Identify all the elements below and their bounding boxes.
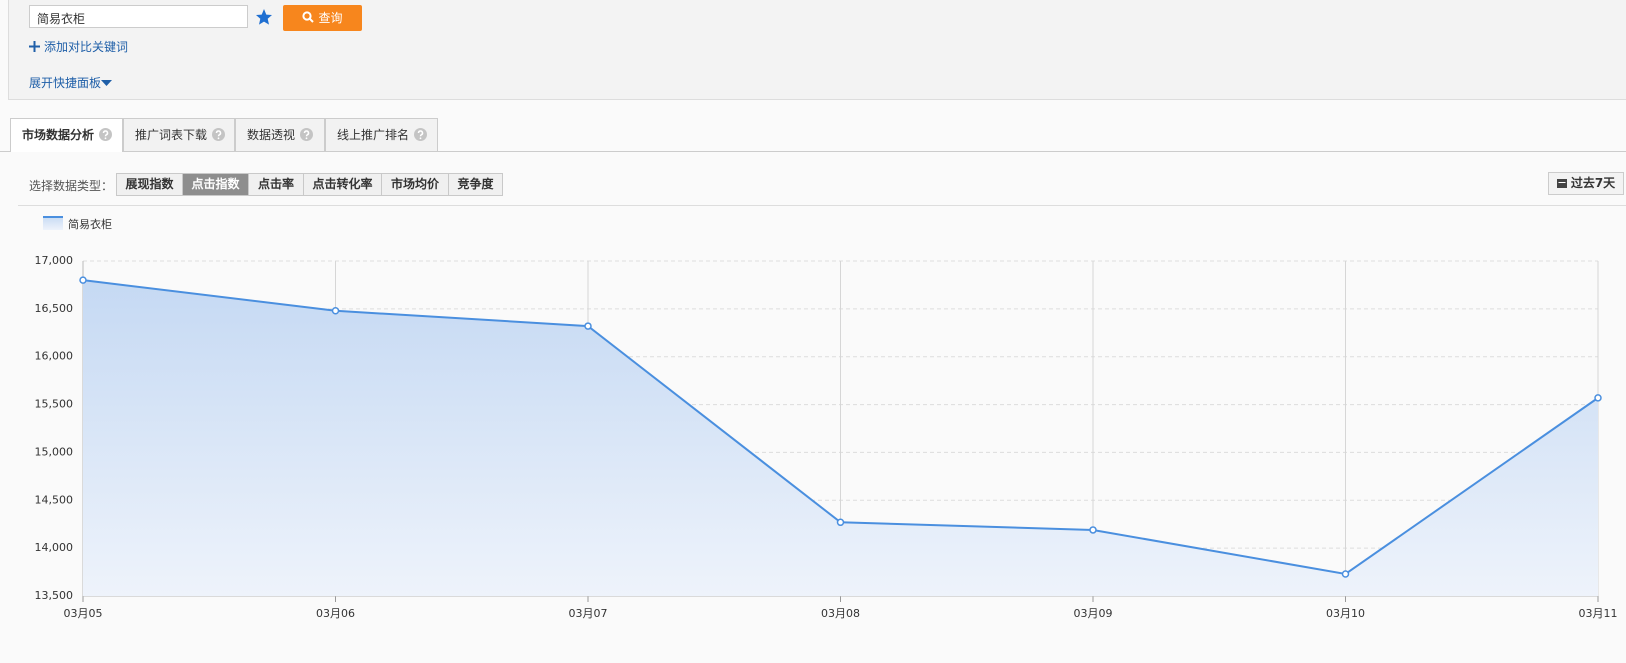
tab[interactable]: 市场数据分析 bbox=[10, 118, 123, 152]
data-type-option[interactable]: 点击率 bbox=[248, 173, 304, 196]
x-tick-label: 03月11 bbox=[1579, 607, 1618, 620]
tab-label: 市场数据分析 bbox=[22, 128, 95, 142]
point bbox=[1341, 570, 1350, 578]
y-tick-label: 15,500 bbox=[35, 398, 74, 411]
expand-panel[interactable]: 展开快捷面板 bbox=[29, 74, 113, 91]
help-icon bbox=[414, 128, 428, 141]
add-compare-label: 添加对比关键词 bbox=[44, 40, 129, 54]
help-icon bbox=[99, 128, 113, 141]
x-tick-label: 03月05 bbox=[64, 607, 103, 620]
y-tick-label: 17,000 bbox=[35, 254, 74, 267]
tab[interactable]: 线上推广排名 bbox=[325, 118, 438, 151]
x-tick-label: 03月09 bbox=[1074, 607, 1113, 620]
add-compare[interactable]: 添加对比关键词 bbox=[29, 38, 128, 55]
help-icon bbox=[300, 128, 314, 141]
legend-label: 简易衣柜 bbox=[68, 217, 112, 231]
legend-swatch bbox=[43, 216, 63, 230]
area bbox=[83, 280, 1598, 596]
tab[interactable]: 数据透视 bbox=[235, 118, 325, 151]
query-label: 查询 bbox=[318, 11, 343, 25]
caret bbox=[101, 80, 113, 86]
search-icon bbox=[302, 11, 315, 23]
y-tick-label: 15,000 bbox=[35, 445, 74, 458]
keyword-input[interactable]: 简易衣柜 bbox=[29, 5, 248, 28]
tab-label: 数据透视 bbox=[247, 128, 296, 142]
query-button[interactable]: 查询 bbox=[283, 5, 362, 31]
data-type-option[interactable]: 点击转化率 bbox=[303, 173, 382, 196]
point bbox=[836, 518, 845, 527]
tab-label: 线上推广排名 bbox=[337, 128, 410, 142]
search-panel bbox=[8, 0, 1626, 100]
point bbox=[79, 276, 87, 284]
star-icon[interactable] bbox=[255, 8, 273, 26]
point bbox=[331, 307, 340, 315]
help-icon bbox=[212, 128, 226, 141]
separator bbox=[18, 205, 1626, 206]
expand-label: 展开快捷面板 bbox=[29, 76, 102, 90]
plus-icon bbox=[29, 41, 40, 52]
point bbox=[1089, 526, 1097, 534]
data-type-option[interactable]: 点击指数 bbox=[182, 173, 249, 196]
data-type-label: 选择数据类型： bbox=[29, 179, 114, 193]
x-tick-label: 03月07 bbox=[569, 607, 608, 620]
x-tick-label: 03月06 bbox=[316, 607, 355, 620]
range-label: 过去7天 bbox=[1570, 176, 1616, 190]
calendar-icon bbox=[1556, 179, 1567, 188]
data-type-option[interactable]: 市场均价 bbox=[381, 173, 449, 196]
data-type-option[interactable]: 展现指数 bbox=[116, 173, 183, 196]
y-tick-label: 16,000 bbox=[35, 350, 74, 363]
y-tick-label: 13,500 bbox=[35, 589, 74, 602]
tab-label: 推广词表下载 bbox=[135, 128, 208, 142]
tab[interactable]: 推广词表下载 bbox=[123, 118, 235, 151]
y-tick-label: 14,500 bbox=[35, 493, 74, 506]
chart: 简易衣柜 13,500 14,000 14,500 15,000 15,500 16,000… bbox=[35, 216, 1618, 620]
point bbox=[584, 322, 592, 330]
tab-border bbox=[0, 151, 1626, 152]
legend-swatch-top bbox=[43, 216, 63, 218]
y-tick-label: 16,500 bbox=[35, 302, 74, 315]
data-type-option[interactable]: 竞争度 bbox=[448, 173, 503, 196]
x-tick-label: 03月08 bbox=[821, 607, 860, 620]
point bbox=[1594, 394, 1602, 402]
range-button[interactable]: 过去7天 bbox=[1548, 172, 1624, 195]
y-tick-label: 14,000 bbox=[35, 541, 74, 554]
x-tick-label: 03月10 bbox=[1326, 607, 1365, 620]
